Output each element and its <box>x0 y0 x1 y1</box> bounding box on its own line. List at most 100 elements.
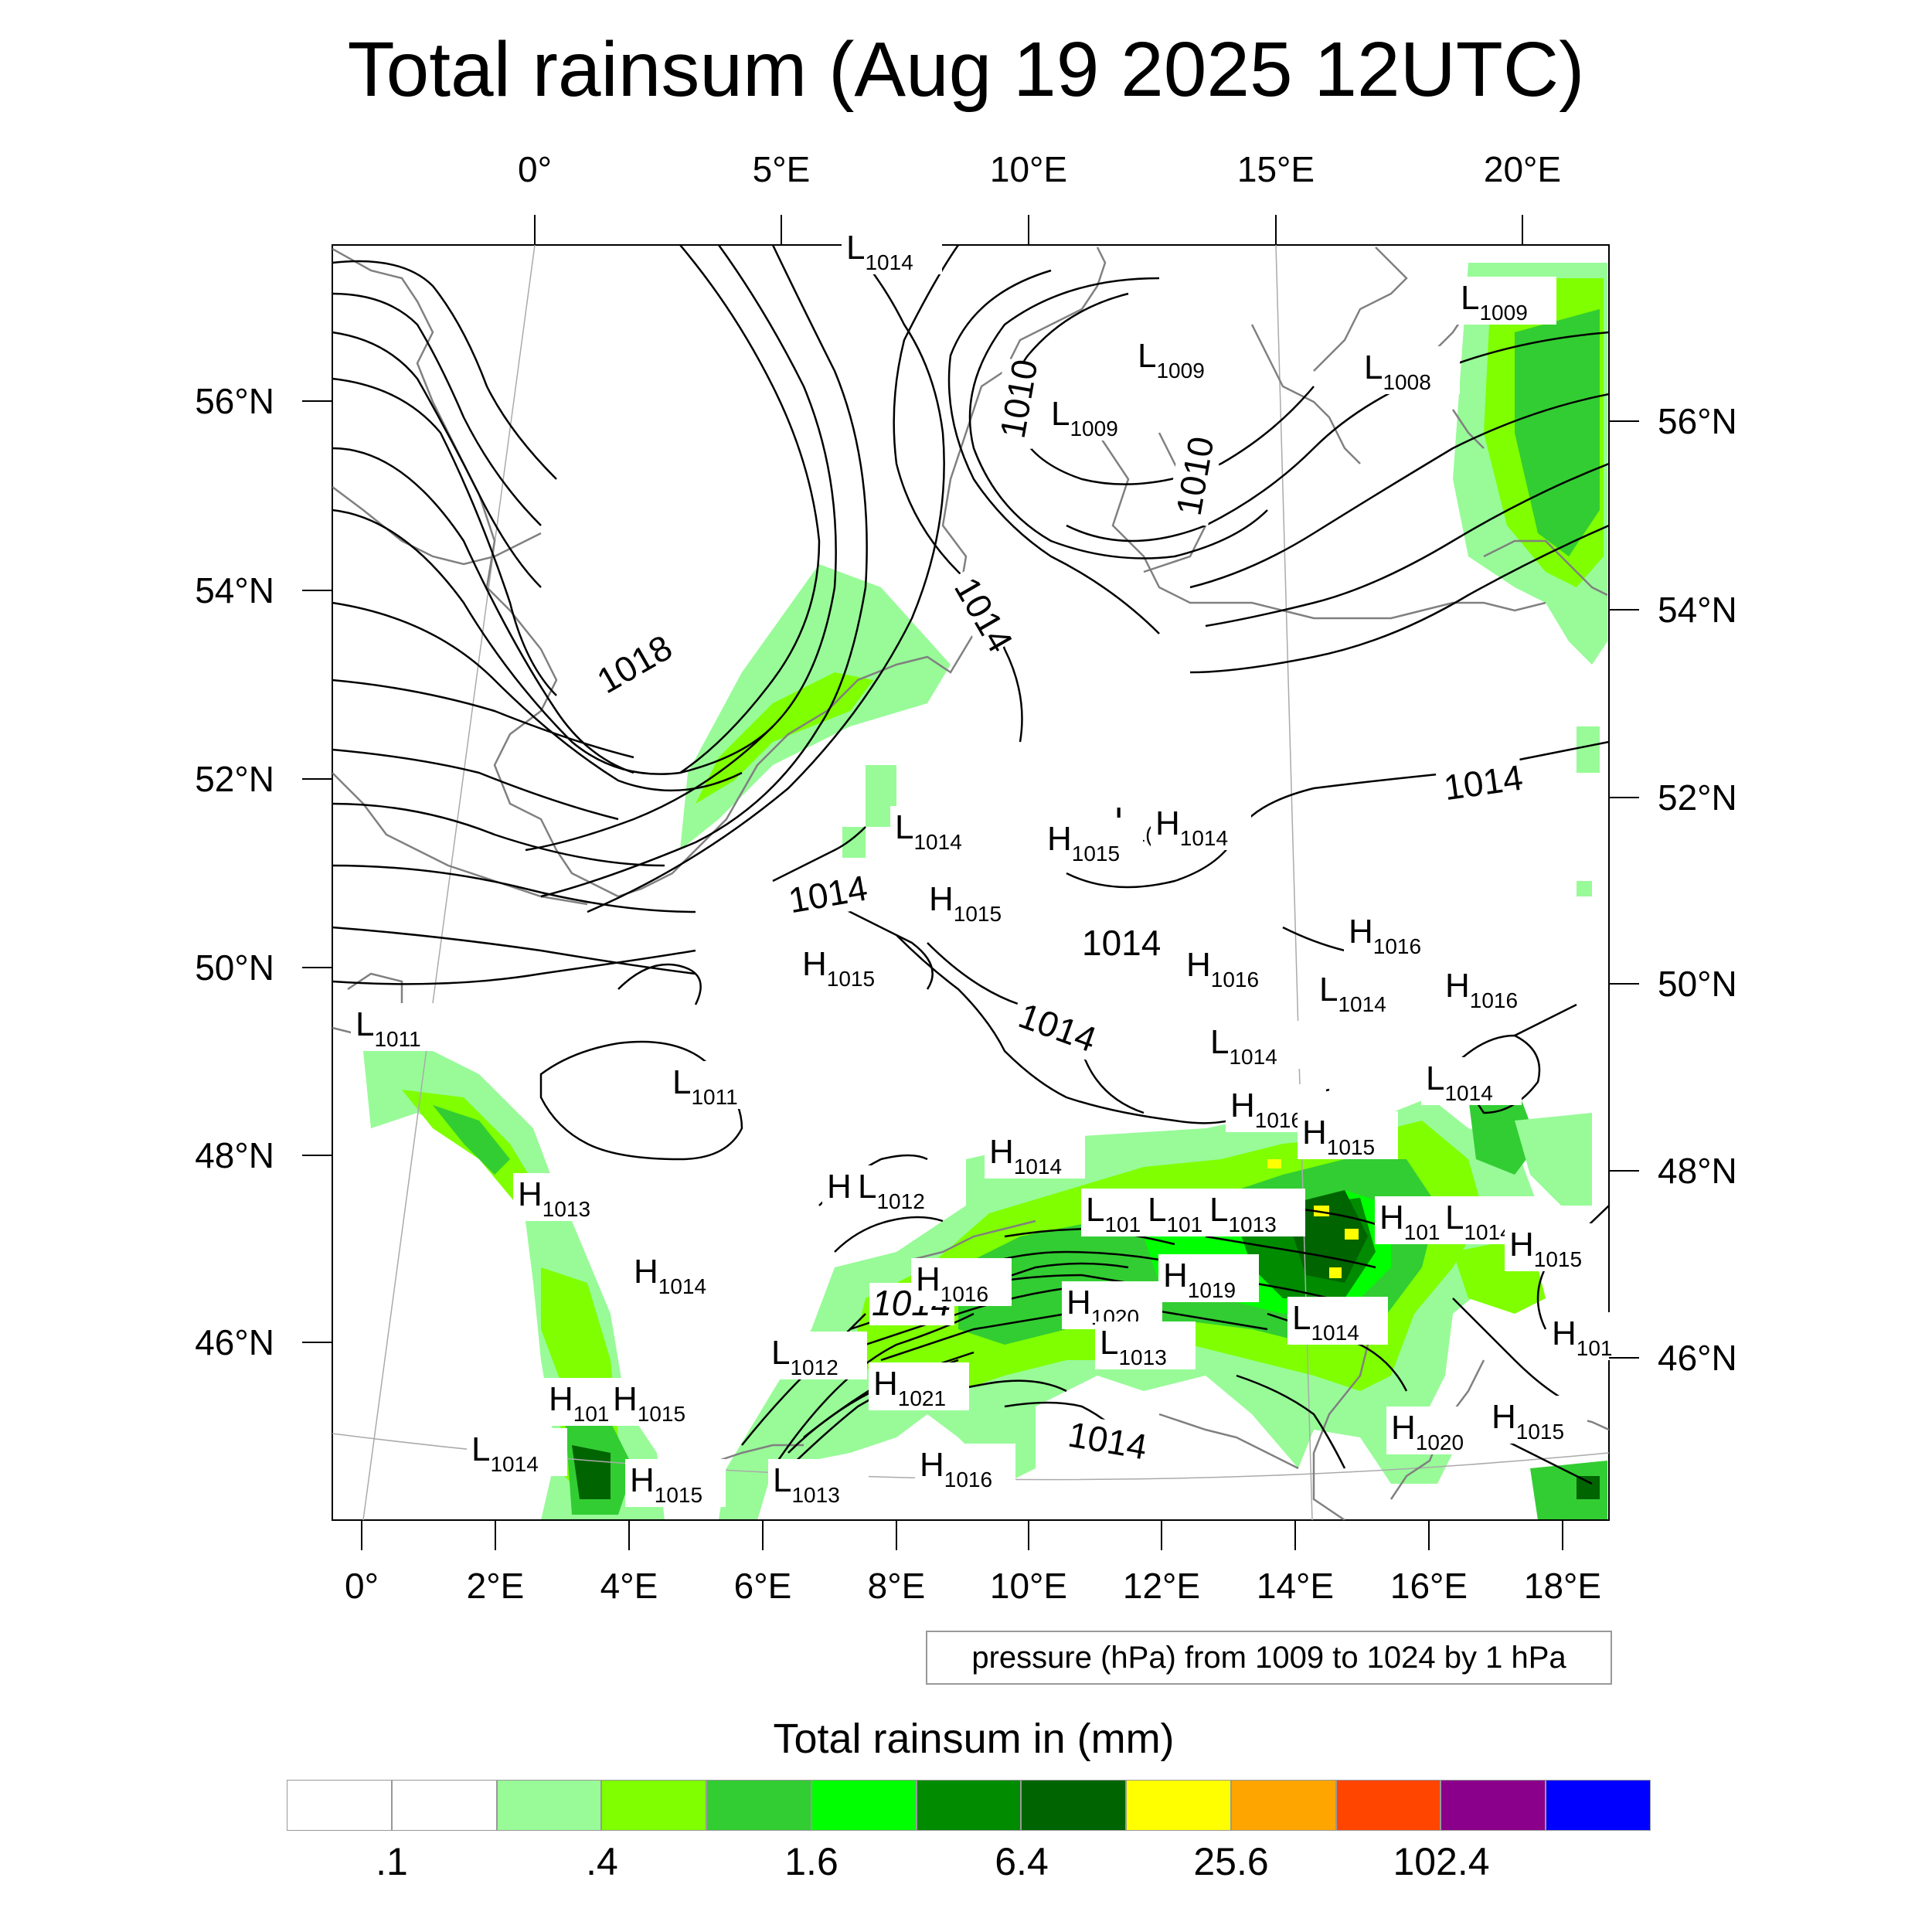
bottom-lon-label: 16°E <box>1390 1566 1468 1606</box>
pressure-system-label-bg <box>915 1444 1015 1492</box>
high-pressure-label: H1016 <box>1186 946 1259 992</box>
high-pressure-label: H1016 <box>1445 967 1518 1012</box>
low-pressure-label: L1014 <box>1292 1299 1359 1345</box>
pressure-system-label-bg <box>1158 1254 1259 1302</box>
pressure-system-label-bg <box>1505 1223 1605 1271</box>
high-pressure-label: H1014 <box>634 1253 706 1298</box>
top-lon-label: 5°E <box>753 149 811 189</box>
pressure-system-label-bg <box>629 1250 730 1298</box>
pressure-system-label-bg <box>1547 1312 1648 1360</box>
low-pressure-label: L1013 <box>1100 1324 1167 1369</box>
pressure-system-label-bg <box>1206 1021 1306 1069</box>
high-pressure-label: H1015 <box>1492 1398 1564 1444</box>
low-pressure-label: L1014 <box>895 808 962 854</box>
colorbar-swatch <box>811 1780 917 1831</box>
left-lat-label: 56°N <box>195 381 274 421</box>
left-lat-label: 46°N <box>195 1322 274 1362</box>
axes <box>302 215 1639 1550</box>
pressure-system-label-bg <box>1205 1189 1305 1236</box>
pressure-system-label-bg <box>1487 1396 1587 1444</box>
bottom-lon-label: 8°E <box>868 1566 926 1606</box>
high-pressure-label: H1016 <box>916 1260 988 1306</box>
colorbar-swatch <box>287 1780 392 1831</box>
pressure-system-label-bg <box>1344 910 1444 958</box>
low-pressure-label: L1014 <box>1445 1199 1512 1244</box>
colorbar-swatch <box>601 1780 707 1831</box>
high-pressure-label: H1014 <box>989 1133 1062 1179</box>
colorbar-swatch <box>916 1780 1022 1831</box>
right-lat-label: 52°N <box>1658 777 1737 818</box>
isobar-label: 1014 <box>785 867 870 920</box>
pressure-system-label-bg <box>1151 802 1251 850</box>
pressure-system-label-bg <box>668 1061 768 1109</box>
low-pressure-label: L1012 <box>771 1334 838 1379</box>
left-lat-label: 50°N <box>195 947 274 988</box>
low-pressure-label: L1013 <box>773 1461 840 1507</box>
high-pressure-label: H101 <box>1379 1199 1440 1244</box>
colorbar-label: .1 <box>376 1840 408 1883</box>
isobar-label: 1014 <box>1441 757 1526 808</box>
bottom-lon-label: 14°E <box>1257 1566 1334 1606</box>
low-pressure-label: L1014 <box>1426 1060 1493 1105</box>
low-pressure-label: L101 <box>1086 1191 1141 1236</box>
colorbar-swatch <box>1021 1780 1127 1831</box>
high-pressure-label: H1015 <box>613 1380 685 1426</box>
high-pressure-label: H1015 <box>1302 1114 1375 1159</box>
bottom-lon-label: 10°E <box>990 1566 1067 1606</box>
pressure-system-label-bg <box>853 1165 954 1213</box>
high-pressure-label: H1015 <box>1047 820 1120 866</box>
right-lat-label: 56°N <box>1658 401 1737 441</box>
pressure-system-label-bg <box>351 1003 451 1051</box>
isobar-label: 1014 <box>1082 923 1161 963</box>
pressure-system-label-bg <box>767 1332 867 1379</box>
colorbar-swatch <box>1230 1780 1336 1831</box>
high-pressure-label: H1015 <box>929 880 1002 926</box>
pressure-system-label-bg <box>1043 818 1143 866</box>
low-pressure-label: L1014 <box>1319 971 1386 1016</box>
high-pressure-label: H1016 <box>920 1446 992 1492</box>
colorbar-label: 102.4 <box>1393 1840 1490 1883</box>
bottom-lon-label: 0° <box>345 1566 379 1606</box>
high-pressure-label: H1015 <box>802 945 875 991</box>
colorbar <box>287 1780 1651 1831</box>
high-pressure-label: H101 <box>549 1380 610 1426</box>
axis-labels: 0° 5°E 10°E 15°E 20°E 0° 2°E 4°E 6°E 8°E… <box>195 149 1737 1606</box>
left-lat-label: 48°N <box>195 1135 274 1175</box>
low-pressure-label: L1009 <box>1138 337 1205 383</box>
isobar-label: 1014 <box>1065 1414 1150 1468</box>
top-lon-label: 0° <box>518 149 552 189</box>
colorbar-label: 6.4 <box>995 1840 1049 1883</box>
high-pressure-label: H1020 <box>1391 1409 1464 1454</box>
colorbar-label: .4 <box>586 1840 618 1883</box>
isobar-label: 1010 <box>992 356 1046 441</box>
right-lat-label: 50°N <box>1658 964 1737 1004</box>
pressure-system-label-bg <box>1298 1111 1398 1159</box>
pressure-system-label-bg <box>1046 393 1147 440</box>
right-lat-label: 54°N <box>1658 590 1737 630</box>
low-pressure-label: L1014 <box>471 1430 539 1476</box>
pressure-system-label-bg <box>985 1131 1085 1179</box>
pressure-system-label-bg <box>1182 944 1282 992</box>
right-lat-label: 46°N <box>1658 1338 1737 1378</box>
pressure-system-label-bg <box>1315 968 1415 1016</box>
pressure-system-label-bg <box>911 1258 1012 1306</box>
top-lon-label: 15°E <box>1237 149 1315 189</box>
bottom-lon-label: 6°E <box>734 1566 792 1606</box>
pressure-system-label-bg <box>467 1428 567 1476</box>
pressure-systems: L1014L1009L1008L1009L1009L1014L1(H1014H1… <box>351 226 1648 1507</box>
pressure-system-label-bg <box>1133 335 1233 383</box>
low-pressure-label: L1011 <box>672 1063 738 1109</box>
pressure-system-label-bg <box>768 1459 869 1507</box>
colorbar-title-text: Total rainsum in (mm) <box>773 1716 1175 1762</box>
bottom-lon-label: 4°E <box>600 1566 658 1606</box>
pressure-system-label-bg <box>798 943 898 991</box>
left-lat-label: 52°N <box>195 759 274 799</box>
pressure-system-label-bg <box>1287 1297 1388 1345</box>
top-lon-label: 20°E <box>1484 149 1561 189</box>
bottom-lon-label: 2°E <box>467 1566 525 1606</box>
pressure-system-label-bg <box>1062 1281 1162 1329</box>
pressure-legend-note: pressure (hPa) from 1009 to 1024 by 1 hP… <box>926 1631 1612 1685</box>
high-pressure-label: H101 <box>1552 1315 1613 1360</box>
colorbar-swatch <box>1126 1780 1231 1831</box>
